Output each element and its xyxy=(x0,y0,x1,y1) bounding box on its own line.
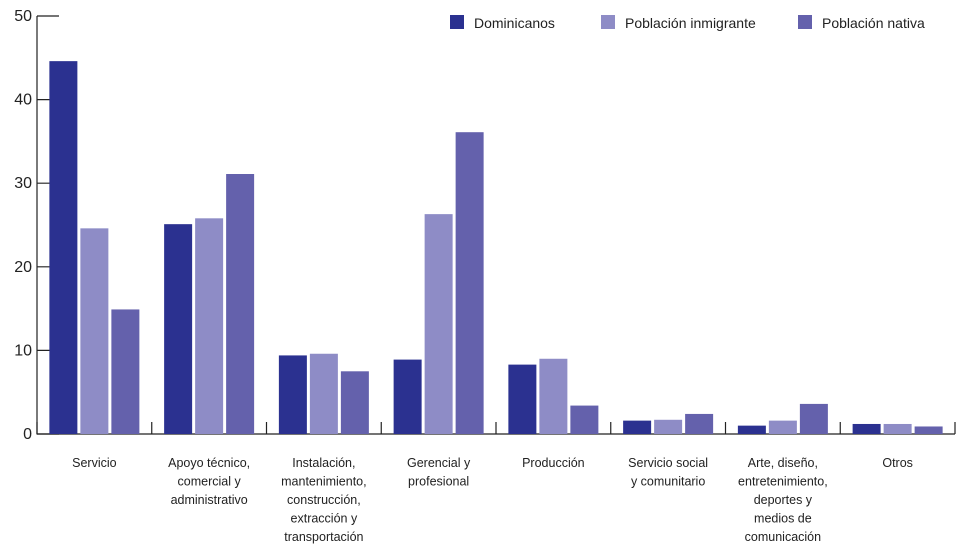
bar xyxy=(768,420,797,434)
bar xyxy=(654,419,683,434)
y-tick-label: 10 xyxy=(14,342,32,359)
legend: Dominicanos Población inmigrante Población… xyxy=(450,15,925,31)
x-category-label: Instalación, mantenimiento, construcción, e… xyxy=(281,456,366,544)
axes: 0 10 20 30 40 50 xyxy=(14,8,956,443)
bar xyxy=(685,413,714,434)
bar xyxy=(393,359,422,434)
bar xyxy=(340,371,369,434)
category-labels: Servicio Apoyo técnico, comercial y adminis… xyxy=(72,456,913,544)
bar xyxy=(914,426,943,434)
bar xyxy=(80,228,109,434)
x-category-label: Gerencial y profesional xyxy=(407,456,471,489)
bars xyxy=(49,61,943,435)
x-category-label: Otros xyxy=(882,456,913,470)
bar xyxy=(799,403,828,434)
bar xyxy=(278,355,307,434)
legend-swatch xyxy=(601,15,615,29)
y-tick-label: 0 xyxy=(23,426,32,443)
bar xyxy=(49,61,78,434)
bar xyxy=(309,353,338,434)
y-tick-label: 20 xyxy=(14,259,32,276)
bar xyxy=(455,132,484,435)
bar xyxy=(539,358,568,434)
legend-label: Población inmigrante xyxy=(625,15,756,31)
bar xyxy=(852,423,881,434)
x-category-label: Producción xyxy=(522,456,585,470)
bar xyxy=(508,364,537,434)
x-category-label: Servicio xyxy=(72,456,117,470)
bar xyxy=(570,405,599,434)
y-tick-label: 50 xyxy=(14,8,32,25)
y-tick-label: 30 xyxy=(14,175,32,192)
legend-label: Dominicanos xyxy=(474,15,555,31)
x-category-label: Apoyo técnico, comercial y administrativo xyxy=(168,456,250,507)
bar xyxy=(195,218,224,434)
x-category-label: Servicio social y comunitario xyxy=(628,456,708,489)
bar xyxy=(883,423,912,434)
bar xyxy=(226,174,255,434)
bar xyxy=(111,309,140,434)
bar xyxy=(737,425,766,434)
legend-swatch xyxy=(798,15,812,29)
bar xyxy=(424,214,453,434)
legend-swatch xyxy=(450,15,464,29)
bar xyxy=(623,420,652,434)
y-tick-label: 40 xyxy=(14,92,32,109)
bar xyxy=(164,224,193,434)
legend-label: Población nativa xyxy=(822,15,925,31)
